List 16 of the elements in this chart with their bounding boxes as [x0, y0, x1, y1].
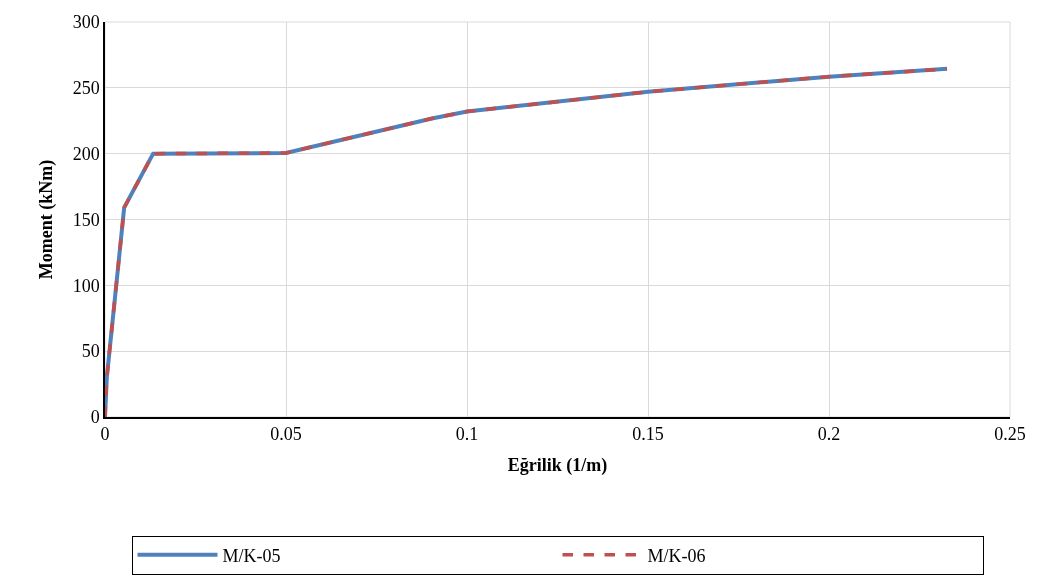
- x-tick-label: 0.25: [994, 424, 1026, 445]
- y-axis-title: Moment (kNm): [36, 159, 58, 280]
- y-tick-label: 300: [72, 12, 100, 33]
- y-tick-label: 50: [81, 341, 100, 362]
- x-tick-label: 0.1: [455, 424, 479, 445]
- y-tick-label: 250: [72, 78, 100, 99]
- legend-label: M/K-05: [222, 545, 281, 566]
- y-tick-label: 0: [90, 407, 100, 428]
- legend-label: M/K-06: [647, 545, 706, 566]
- x-tick-label: 0.2: [817, 424, 841, 445]
- x-tick-label: 0.15: [632, 424, 664, 445]
- x-axis-title: Eğrilik (1/m): [507, 454, 608, 476]
- x-tick-label: 0.05: [270, 424, 302, 445]
- y-tick-label: 200: [72, 143, 100, 164]
- y-tick-label: 100: [72, 275, 100, 296]
- y-tick-label: 150: [72, 209, 100, 230]
